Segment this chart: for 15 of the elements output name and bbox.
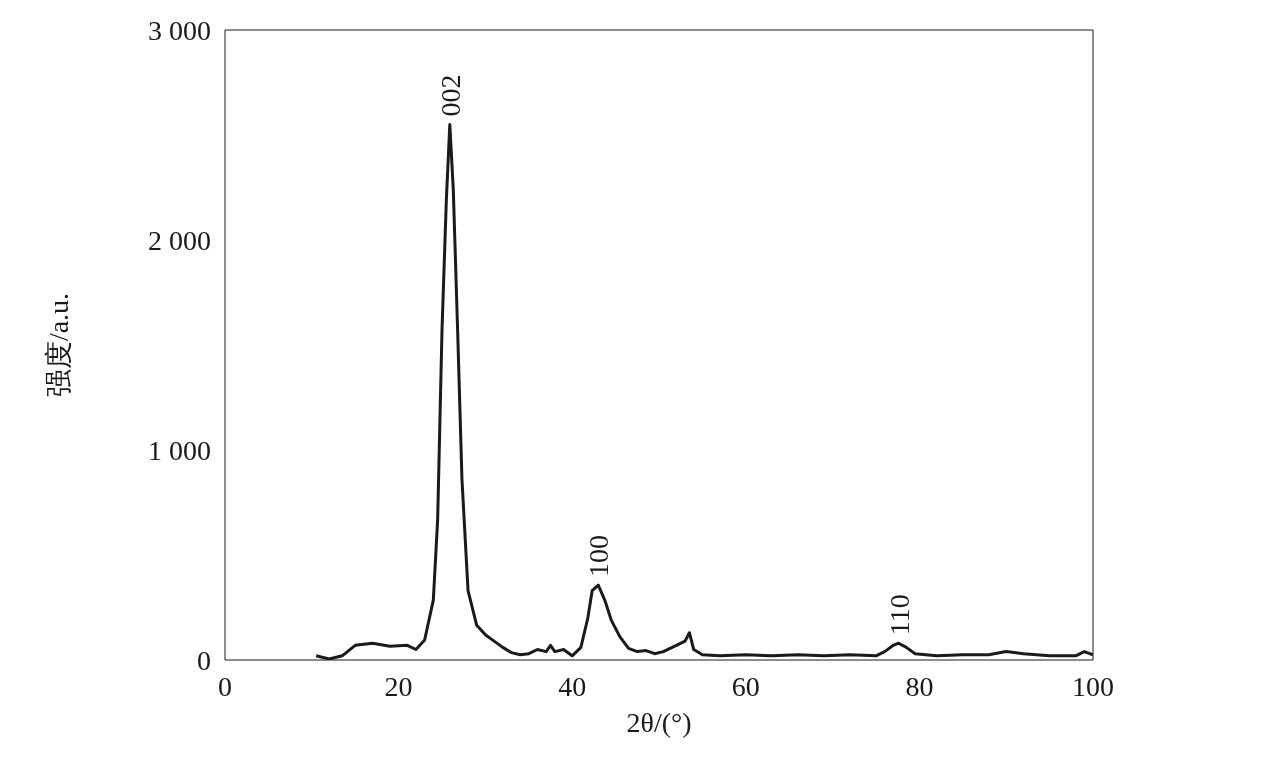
annotation: 002 xyxy=(434,74,466,117)
annotation: 110 xyxy=(883,594,915,636)
y-tick-label: 1 000 xyxy=(148,434,211,466)
x-tick-label: 40 xyxy=(558,670,587,702)
annotation: 100 xyxy=(583,535,615,578)
x-tick-label: 0 xyxy=(218,670,232,702)
x-tick-label: 20 xyxy=(384,670,413,702)
x-tick-label: 100 xyxy=(1072,670,1114,702)
y-tick-label: 0 xyxy=(197,644,211,676)
y-tick-label: 3 000 xyxy=(148,14,211,46)
y-tick-label: 2 000 xyxy=(148,224,211,256)
x-tick-label: 80 xyxy=(905,670,934,702)
x-tick-label: 60 xyxy=(731,670,760,702)
x-axis-title: 2θ/(°) xyxy=(626,707,692,738)
y-axis-title: 强度/a.u. xyxy=(42,292,74,398)
